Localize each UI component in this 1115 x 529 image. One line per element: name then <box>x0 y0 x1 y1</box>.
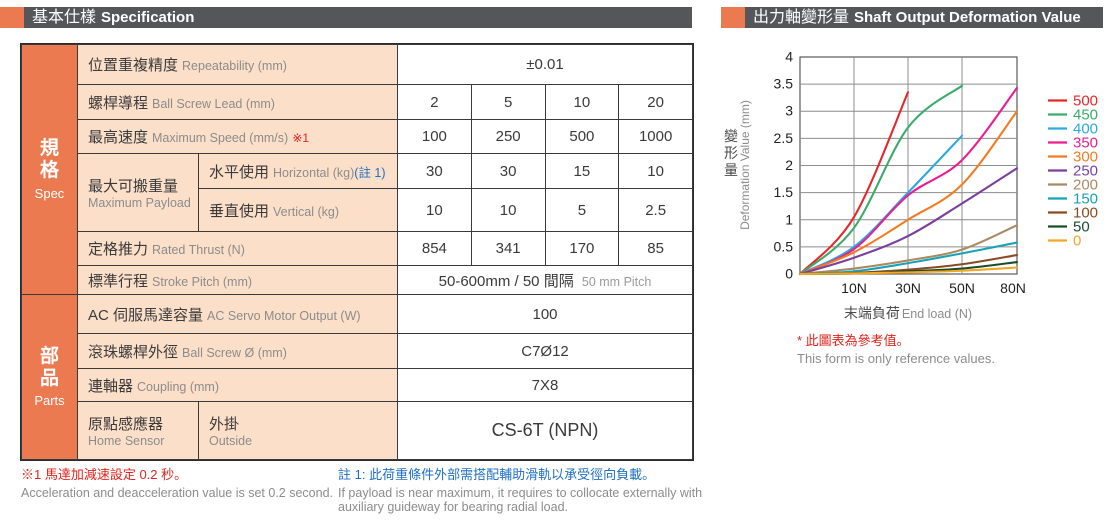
svg-text:0.5: 0.5 <box>774 238 794 254</box>
svg-text:Deformation Value (mm): Deformation Value (mm) <box>738 100 752 230</box>
svg-text:2: 2 <box>785 157 793 173</box>
svg-text:0: 0 <box>1073 233 1081 250</box>
svg-text:10N: 10N <box>841 280 867 296</box>
svg-text:0: 0 <box>785 266 793 282</box>
svg-text:1: 1 <box>785 211 793 227</box>
svg-text:3.5: 3.5 <box>774 76 794 92</box>
svg-text:80N: 80N <box>1000 280 1026 296</box>
svg-text:30N: 30N <box>895 280 921 296</box>
svg-text:2.5: 2.5 <box>774 130 794 146</box>
svg-text:50N: 50N <box>949 280 975 296</box>
svg-text:1.5: 1.5 <box>774 184 794 200</box>
svg-text:4: 4 <box>785 49 793 65</box>
svg-text:3: 3 <box>785 103 793 119</box>
